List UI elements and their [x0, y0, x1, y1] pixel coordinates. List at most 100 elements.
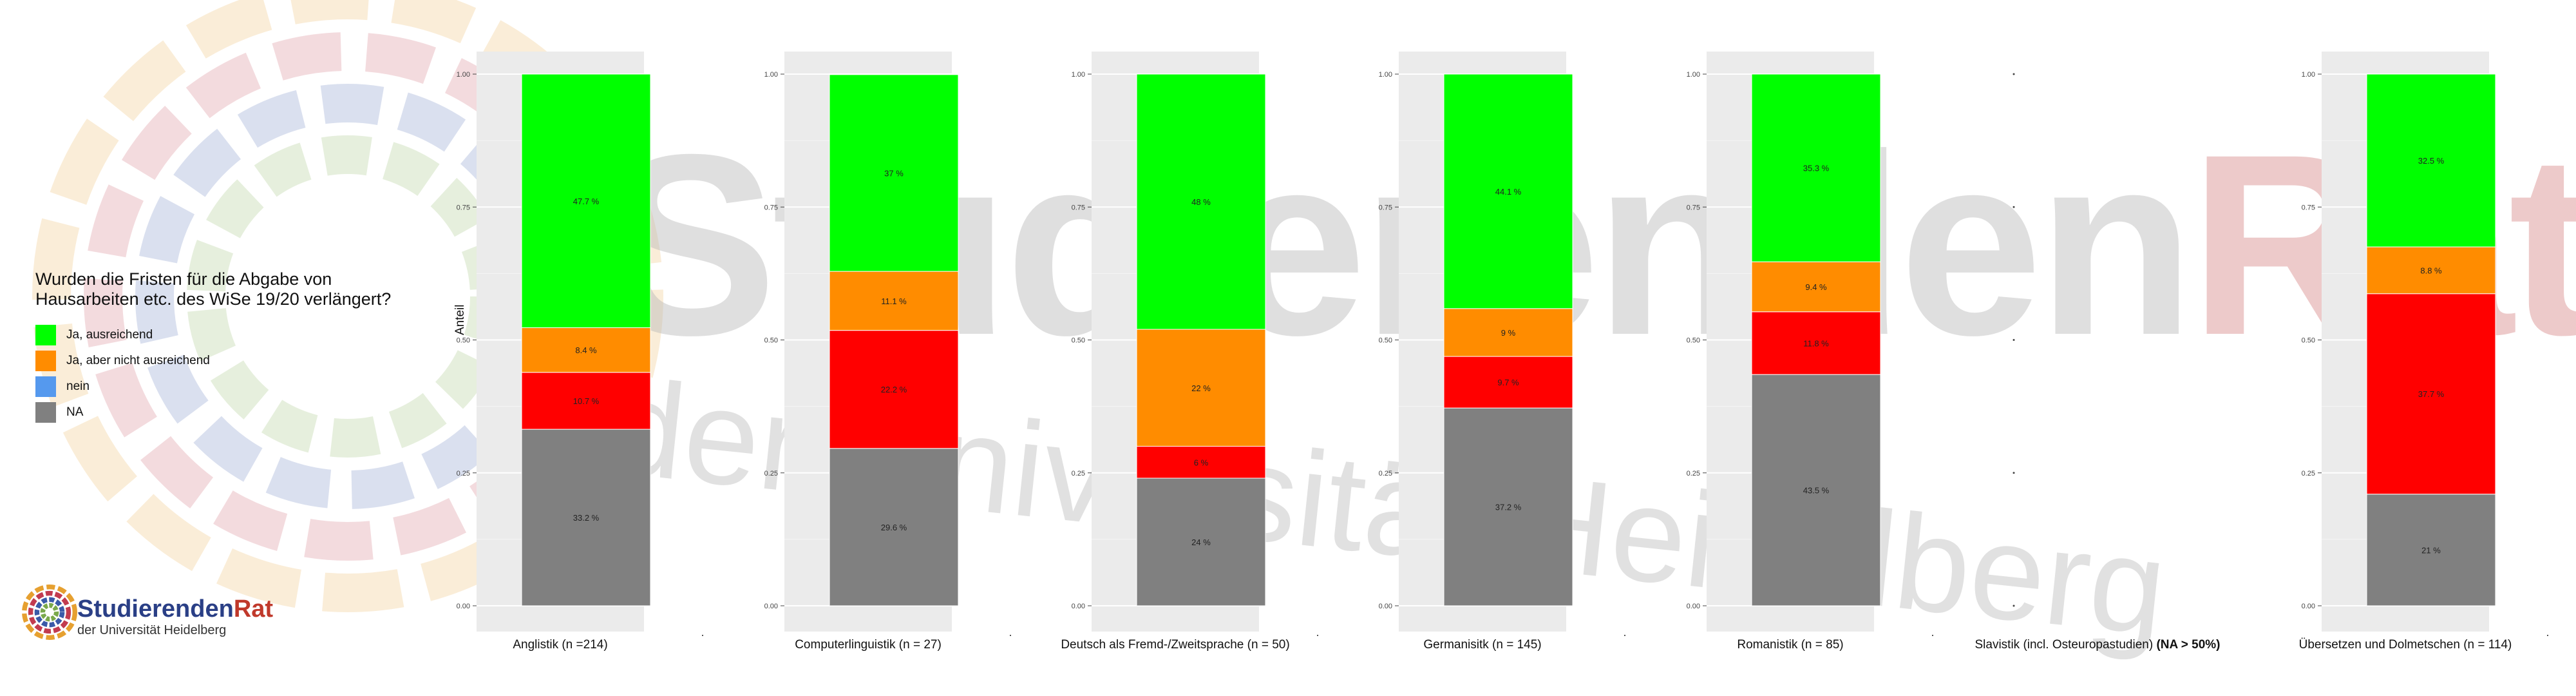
y-tick-label: 0.50 [457, 337, 470, 345]
panel-plot: 0.00 0.25 0.50 0.75 1.00 37.2 % 9.7 % 9 % 44.1 % [1379, 71, 1573, 610]
panel-caption: Romanistik (n = 85) [1616, 638, 1964, 652]
bar-segment [1443, 407, 1573, 606]
y-tick-label: 1.00 [1072, 71, 1085, 79]
legend-swatch [35, 325, 56, 345]
bar-segment [2366, 494, 2496, 606]
x-tick-mark [1932, 635, 1933, 636]
legend-item: Ja, ausreichend [35, 322, 486, 348]
bar-data-label: 9.7 % [1497, 378, 1519, 387]
legend-swatch [35, 402, 56, 423]
y-tick-label: 0.50 [1379, 337, 1392, 345]
bar-segment [2366, 246, 2496, 295]
y-tick-dot [2012, 206, 2015, 208]
legend-label: Ja, aber nicht ausreichend [66, 354, 210, 367]
y-tick-label: 0.75 [764, 204, 778, 211]
y-tick-label: 0.50 [2302, 337, 2315, 345]
y-tick-label: 0.25 [764, 470, 778, 478]
y-tick-dot [2012, 73, 2015, 75]
legend-label: Ja, ausreichend [66, 328, 153, 342]
chart-panel: 0.00 0.25 0.50 0.75 1.00 43.5 % 11.8 % 9.4 % 35.… [1687, 52, 1933, 664]
x-tick-mark [1317, 635, 1318, 636]
legend-items: Ja, ausreichend Ja, aber nicht ausreichen… [35, 322, 486, 425]
bar-segment [1443, 356, 1573, 409]
y-tick-label: 0.00 [1379, 603, 1392, 610]
bar-data-label: 35.3 % [1803, 164, 1830, 173]
panel-caption: Deutsch als Fremd-/Zweitsprache (n = 50) [1001, 638, 1349, 652]
bar-segment [1136, 478, 1266, 606]
bar-data-label: 21 % [2421, 545, 2441, 555]
panel-plot: 0.00 0.25 0.50 0.75 1.00 43.5 % 11.8 % 9.4 % 35.… [1687, 71, 1881, 610]
bar-data-label: 6 % [1194, 458, 1209, 467]
chart-panel: 0.00 0.25 0.50 0.75 1.00 29.6 % 22.2 % 11.1 % 37… [764, 52, 1011, 664]
panel-caption-text: Germanisitk (n = 145) [1423, 638, 1542, 652]
bar-data-label: 10.7 % [573, 396, 600, 406]
legend-item: Ja, aber nicht ausreichend [35, 348, 486, 374]
legend-label: NA [66, 405, 84, 419]
y-tick-label: 0.00 [2302, 603, 2315, 610]
y-tick-label: 0.25 [1072, 470, 1085, 478]
bar-segment [1751, 311, 1881, 375]
bar-data-label: 11.1 % [881, 296, 907, 306]
panel-caption: Computerlinguistik (n = 27) [694, 638, 1042, 652]
y-tick-label: 1.00 [764, 71, 778, 79]
bar-segment [829, 271, 959, 331]
bar-segment [829, 74, 959, 272]
panel-caption-text: Computerlinguistik (n = 27) [795, 638, 942, 652]
bar-data-label: 24 % [1191, 537, 1211, 547]
panel-caption-text: Slavistik (incl. Osteuropastudien) [1975, 638, 2154, 652]
legend-title: Wurden die Fristen für die Abgabe von Ha… [35, 269, 486, 309]
y-tick-label: 0.00 [1687, 603, 1700, 610]
bar-data-label: 33.2 % [573, 513, 600, 523]
bar-segment [1751, 261, 1881, 313]
y-tick-label: 1.00 [457, 71, 470, 79]
y-tick-dot [2012, 604, 2015, 607]
bar-data-label: 9.4 % [1805, 282, 1827, 292]
bar-data-label: 44.1 % [1495, 187, 1522, 197]
panel-plot [2012, 73, 2015, 607]
chart-panel: 0.00 0.25 0.50 0.75 1.00 24 % 6 % 22 % 48 % Deuts… [1061, 52, 1318, 664]
y-tick-label: 0.00 [764, 603, 778, 610]
y-tick-label: 0.50 [1072, 337, 1085, 345]
y-tick-label: 0.25 [1687, 470, 1700, 478]
legend: Wurden die Fristen für die Abgabe von Ha… [35, 269, 486, 425]
y-tick-label: 1.00 [1379, 71, 1392, 79]
x-tick-mark [702, 635, 703, 636]
bar-data-label: 9 % [1501, 328, 1516, 338]
panel-caption: Germanisitk (n = 145) [1309, 638, 1656, 652]
bar-segment [1136, 73, 1266, 330]
y-tick-label: 0.25 [1379, 470, 1392, 478]
bar-segment [521, 327, 651, 373]
chart-panel: 0.00 0.25 0.50 0.75 1.00 21 % 37.7 % 8.8 % 32.5 … [2299, 52, 2548, 664]
panel-plot: 0.00 0.25 0.50 0.75 1.00 21 % 37.7 % 8.8 % 32.5 … [2302, 71, 2496, 610]
studierendenrat-logo: StudierendenRat der Universität Heidelbe… [21, 577, 304, 648]
x-tick-mark [1010, 635, 1011, 636]
bar-data-label: 29.6 % [881, 523, 907, 532]
chart-panel: 0.00 0.25 0.50 0.75 1.00 37.2 % 9.7 % 9 % 44.1 %… [1379, 52, 1625, 664]
bar-data-label: 8.8 % [2420, 266, 2442, 275]
y-tick-label: 0.50 [764, 337, 778, 345]
panel-plot: 0.00 0.25 0.50 0.75 1.00 24 % 6 % 22 % 48 % [1072, 71, 1266, 610]
y-tick-label: 0.25 [2302, 470, 2315, 478]
chart-panel: Slavistik (incl. Osteuropastudien) (NA >… [1975, 52, 2221, 664]
y-tick-label: 0.75 [457, 204, 470, 211]
x-tick-mark [1624, 635, 1625, 636]
y-tick-label: 0.75 [2302, 204, 2315, 211]
legend-item: NA [35, 400, 486, 425]
panel-caption: Übersetzen und Dolmetschen (n = 114) [2231, 638, 2576, 652]
y-tick-label: 0.25 [457, 470, 470, 478]
bar-data-label: 22.2 % [881, 385, 907, 394]
y-tick-label: 0.75 [1072, 204, 1085, 211]
panel-caption-text: Anglistik (n =214) [513, 638, 608, 652]
bar-data-label: 37.2 % [1495, 503, 1522, 512]
bar-segment [1443, 73, 1573, 309]
bar-data-label: 47.7 % [573, 197, 600, 206]
bar-data-label: 22 % [1191, 383, 1211, 393]
bar-segment [521, 73, 651, 329]
chart-panel: 0.00 0.25 0.50 0.75 1.00 33.2 % 10.7 % 8.4 % 47.… [457, 52, 703, 664]
bar-segment [1751, 73, 1881, 262]
bar-segment [521, 372, 651, 430]
bar-segment [1443, 308, 1573, 357]
y-tick-label: 0.00 [1072, 603, 1085, 610]
y-tick-dot [2012, 339, 2015, 341]
legend-title-line2: Hausarbeiten etc. des WiSe 19/20 verläng… [35, 289, 392, 309]
